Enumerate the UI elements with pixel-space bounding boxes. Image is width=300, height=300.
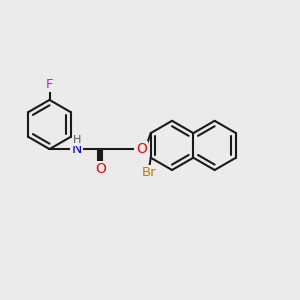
Text: O: O: [95, 162, 106, 176]
Text: Br: Br: [142, 167, 157, 179]
Text: O: O: [136, 142, 147, 156]
Text: H: H: [73, 135, 81, 145]
Text: N: N: [72, 142, 82, 156]
Text: F: F: [46, 78, 53, 91]
